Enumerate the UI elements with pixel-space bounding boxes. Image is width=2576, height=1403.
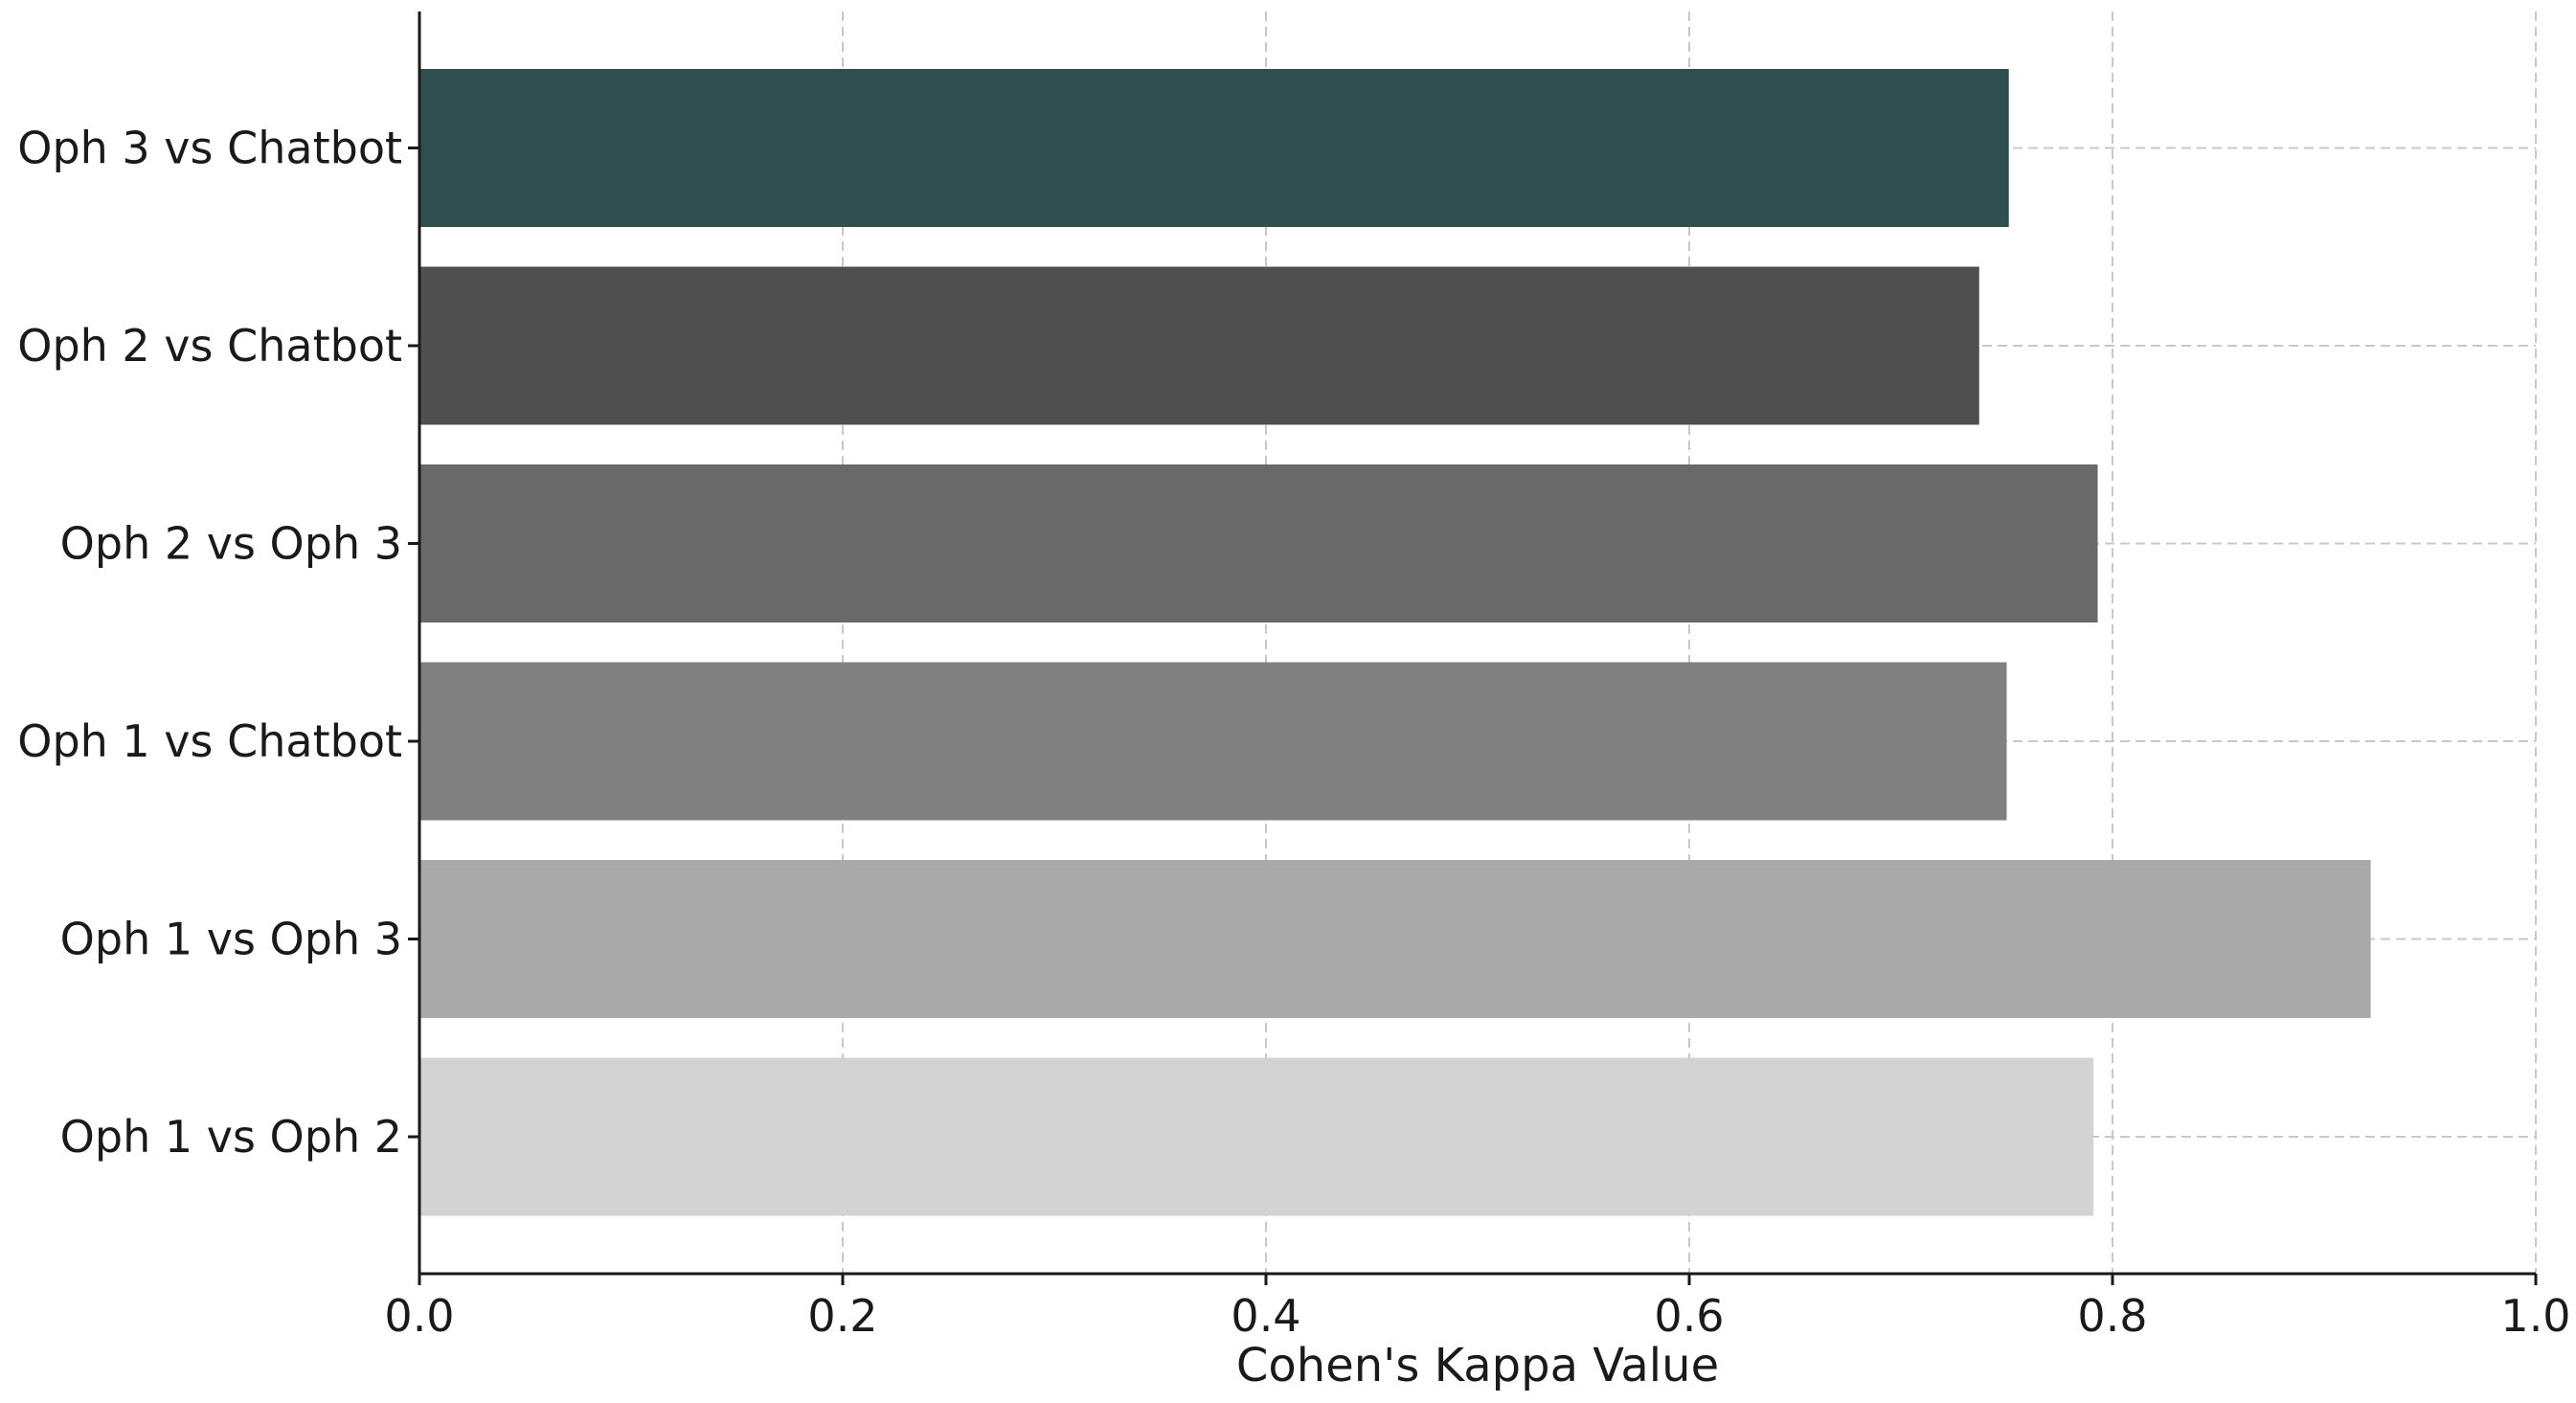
y-tick-label: Oph 2 vs Chatbot xyxy=(17,320,402,372)
x-tick-label: 0.4 xyxy=(1231,1290,1300,1342)
x-tick-label: 0.0 xyxy=(384,1290,454,1342)
bar xyxy=(419,69,2009,227)
bars xyxy=(419,69,2371,1216)
bar xyxy=(419,266,1979,425)
bar xyxy=(419,464,2098,622)
x-tick-label: 0.8 xyxy=(2077,1290,2147,1342)
y-tick-label: Oph 2 vs Oph 3 xyxy=(60,518,402,570)
x-tick-label: 0.2 xyxy=(807,1290,877,1342)
bar xyxy=(419,860,2371,1018)
bar xyxy=(419,662,2007,821)
labels: Cohen's Kappa Value 0.0 0.2 0.4 0.6 0.8 1.0 Op… xyxy=(17,123,2570,1393)
y-tick-label: Oph 1 vs Oph 3 xyxy=(60,914,402,965)
x-tick-label: 1.0 xyxy=(2500,1290,2570,1342)
y-tick-label: Oph 1 vs Chatbot xyxy=(17,715,402,767)
x-tick-label: 0.6 xyxy=(1654,1290,1724,1342)
y-tick-label: Oph 3 vs Chatbot xyxy=(17,123,402,174)
x-axis-title: Cohen's Kappa Value xyxy=(1236,1339,1719,1392)
axes xyxy=(408,11,2538,1285)
y-tick-label: Oph 1 vs Oph 2 xyxy=(60,1111,402,1163)
bar xyxy=(419,1057,2094,1216)
